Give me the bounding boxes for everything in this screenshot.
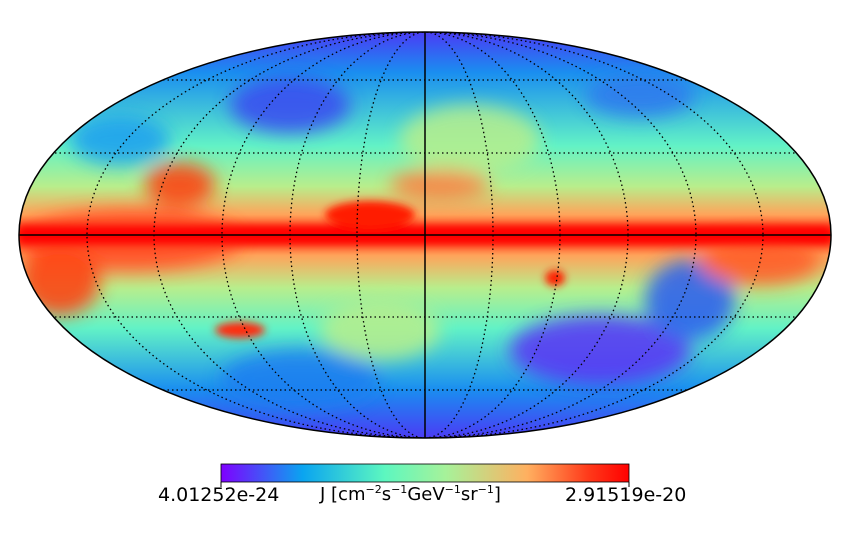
unit-prefix: J [cm xyxy=(320,484,366,505)
unit-exp-gev: −1 xyxy=(444,483,461,496)
map-boundary xyxy=(18,31,832,439)
unit-exp-s: −1 xyxy=(391,483,408,496)
unit-suffix: ] xyxy=(493,484,501,505)
colorbar-min-label: 4.01252e-24 xyxy=(158,484,280,506)
unit-sr: sr xyxy=(460,484,478,505)
unit-gev: GeV xyxy=(407,484,445,505)
unit-exp-cm: −2 xyxy=(365,483,382,496)
colorbar xyxy=(220,463,630,483)
colorbar-unit-label: J [cm−2s−1GeV−1sr−1] xyxy=(320,483,501,505)
unit-s: s xyxy=(381,484,392,505)
colorbar-max-label: 2.91519e-20 xyxy=(565,484,687,506)
unit-exp-sr: −1 xyxy=(477,483,494,496)
